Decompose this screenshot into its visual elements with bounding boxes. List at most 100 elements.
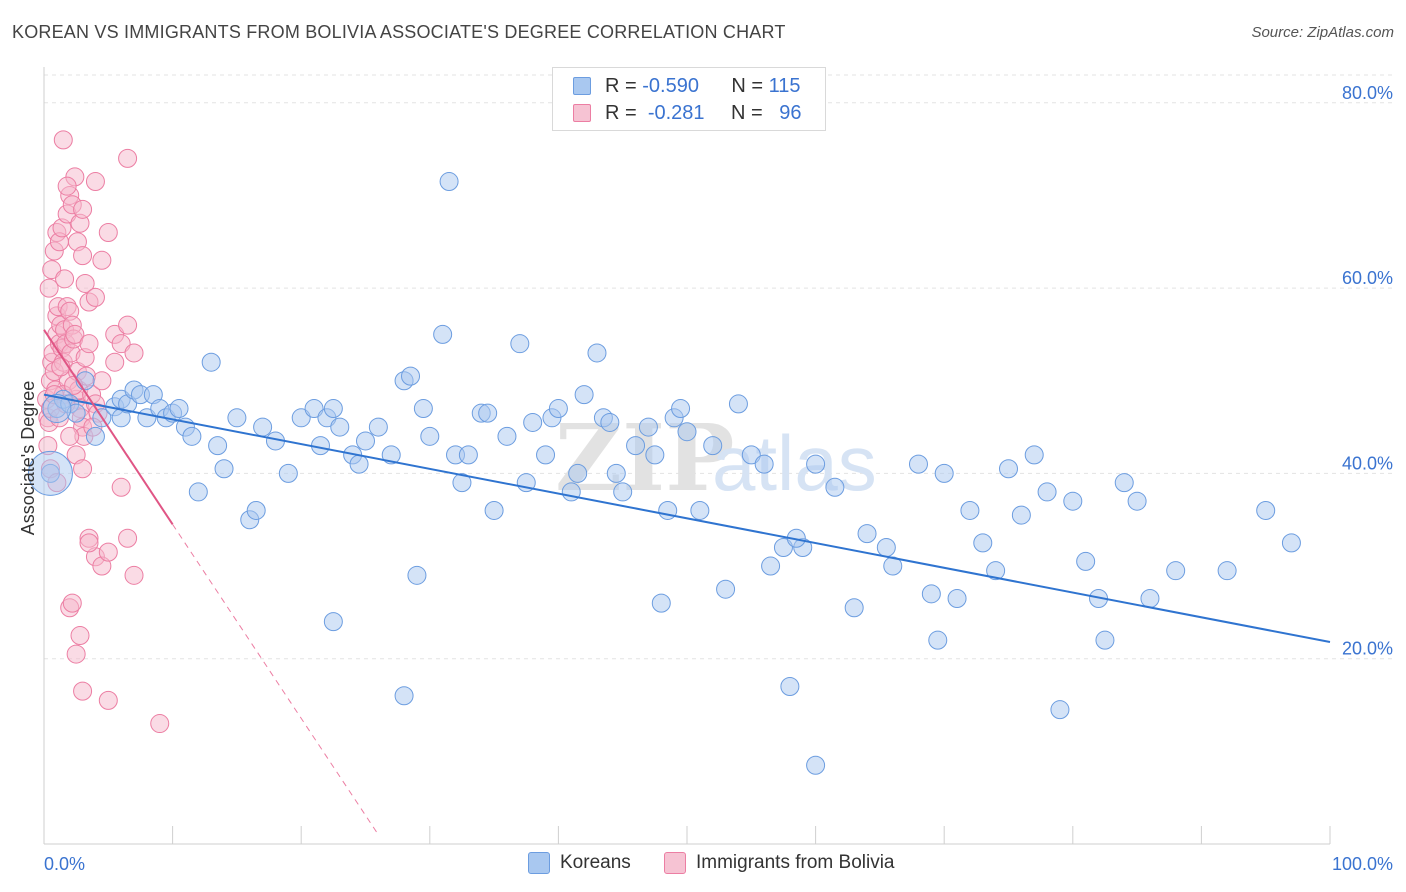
legend-row-koreans: R = -0.590 N = 115 (573, 74, 801, 98)
bolivia-point (55, 269, 75, 289)
x-tick-label: 100.0% (1332, 854, 1393, 874)
bolivia-point (73, 246, 93, 266)
legend-n-label: N = (730, 101, 763, 124)
korean-point (587, 343, 607, 363)
korean-point (536, 445, 556, 465)
bolivia-point (42, 260, 62, 280)
korean-point (1050, 700, 1070, 720)
korean-point (356, 431, 375, 451)
korean-point (947, 588, 967, 608)
legend-item-bolivia: Immigrants from Bolivia (664, 852, 895, 874)
korean-point (458, 445, 478, 465)
bolivia-point (98, 690, 118, 710)
korean-point (323, 399, 343, 419)
bolivia-point (124, 565, 144, 585)
korean-point (523, 412, 543, 432)
korean-point (1095, 630, 1115, 650)
bolivia-point (79, 334, 99, 354)
korean-point (857, 524, 877, 544)
korean-point (626, 436, 646, 456)
trend-line-koreans (43, 393, 1331, 644)
korean-point (844, 598, 864, 618)
korean-point (407, 565, 427, 585)
korean-point (368, 417, 388, 437)
korean-point (1024, 445, 1044, 465)
korean-point (27, 450, 73, 496)
korean-point (806, 755, 826, 775)
bolivia-point (73, 681, 93, 701)
bolivia-point (85, 172, 105, 192)
legend-n-value: 115 (768, 74, 801, 97)
legend-r-label: R = (605, 74, 637, 97)
korean-point (1281, 533, 1301, 553)
korean-point (246, 500, 266, 520)
korean-point (651, 593, 671, 613)
y-tick-label: 60.0% (1342, 268, 1393, 288)
korean-point (478, 403, 498, 423)
korean-point (214, 459, 234, 479)
korean-point (420, 426, 440, 446)
y-tick-label: 40.0% (1342, 453, 1393, 473)
bolivia-point (111, 334, 131, 354)
korean-point (600, 412, 620, 432)
korean-point (1127, 491, 1147, 511)
korean-point (690, 500, 710, 520)
legend-n-label: N = (731, 74, 764, 97)
korean-point (208, 436, 228, 456)
bolivia-point (51, 357, 71, 377)
korean-point (741, 445, 761, 465)
korean-point (381, 445, 401, 465)
korean-point (394, 686, 414, 706)
y-axis-title: Associate's Degree (18, 381, 38, 536)
korean-point (671, 399, 691, 419)
chart-title: KOREAN VS IMMIGRANTS FROM BOLIVIA ASSOCI… (12, 22, 786, 42)
korean-point (973, 533, 993, 553)
korean-point (1063, 491, 1083, 511)
bolivia-point (70, 626, 90, 646)
korean-point (497, 426, 517, 446)
korean-point (568, 463, 588, 483)
korean-point (921, 584, 941, 604)
bolivia-point (98, 542, 118, 562)
korean-point (330, 417, 350, 437)
korean-point (278, 463, 298, 483)
legend-row-bolivia: R = -0.281 N = 96 (573, 101, 802, 125)
korean-point (201, 352, 221, 372)
bolivia-point (105, 352, 125, 372)
y-tick-label: 20.0% (1342, 639, 1393, 659)
bolivia-point (66, 644, 86, 664)
bolivia-point (85, 287, 105, 307)
korean-point (413, 399, 433, 419)
korean-point (401, 366, 421, 386)
korean-point (806, 454, 826, 474)
korean-point (1166, 561, 1186, 581)
series-bolivia-points (37, 130, 170, 734)
legend-r-value: -0.281 (647, 101, 705, 124)
gridlines (44, 74, 1392, 660)
korean-point (169, 399, 189, 419)
legend-n-value: 96 (779, 101, 802, 124)
bolivia-point (118, 148, 138, 168)
axis-labels: 20.0% 40.0% 60.0% 80.0% 0.0% 100.0% Associate'… (18, 83, 1393, 874)
legend-label-koreans: Koreans (560, 852, 631, 873)
korean-point (291, 408, 311, 428)
bolivia-point (124, 343, 144, 363)
bolivia-point (79, 533, 99, 553)
korean-point (716, 579, 736, 599)
watermark-atlas: atlas (712, 419, 877, 507)
legend-r-label: R = (605, 101, 637, 124)
korean-point (960, 500, 980, 520)
bolivia-point (62, 593, 82, 613)
legend-swatch-bolivia (664, 852, 686, 874)
y-tick-label: 80.0% (1342, 83, 1393, 103)
korean-point (1114, 473, 1134, 493)
bolivia-point (111, 477, 131, 497)
korean-point (638, 417, 658, 437)
korean-point (1037, 482, 1057, 502)
korean-point (42, 394, 72, 424)
korean-point (349, 454, 369, 474)
source-label: Source: ZipAtlas.com (1251, 24, 1394, 41)
korean-point (908, 454, 928, 474)
korean-point (876, 538, 896, 558)
korean-point (182, 426, 202, 446)
